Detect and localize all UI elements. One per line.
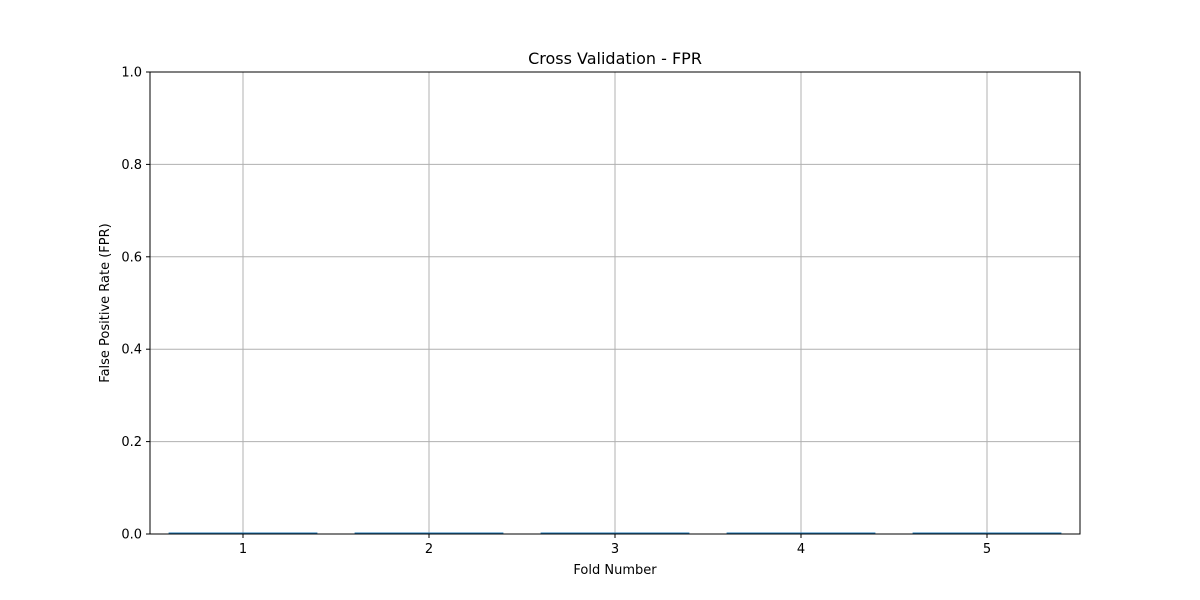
y-tick-label: 0.6 [121,250,142,265]
bar-fold-5 [912,532,1062,534]
y-tick-label: 0.0 [121,528,142,543]
x-tick-label: 1 [239,542,247,557]
x-tick-label: 2 [425,542,433,557]
bar-fold-2 [354,532,504,534]
y-tick-label: 0.2 [121,435,142,450]
y-tick-label: 1.0 [121,66,142,81]
grid-lines [150,71,1080,535]
x-tick-label: 5 [983,542,991,557]
y-tick-label: 0.8 [121,158,142,173]
bar-fold-1 [168,532,318,534]
x-tick-label: 4 [797,542,805,557]
bar-fold-4 [726,532,876,534]
y-axis-ticks: 0.0 0.2 0.4 0.6 0.8 1.0 [121,66,150,543]
y-axis-title: False Positive Rate (FPR) [98,223,113,382]
x-tick-label: 3 [611,542,619,557]
x-axis-ticks: 1 2 3 4 5 [239,534,991,557]
bars [168,532,1062,534]
chart-title: Cross Validation - FPR [528,49,702,68]
y-tick-label: 0.4 [121,343,142,358]
x-axis-title: Fold Number [573,563,657,578]
bar-fold-3 [540,532,690,534]
